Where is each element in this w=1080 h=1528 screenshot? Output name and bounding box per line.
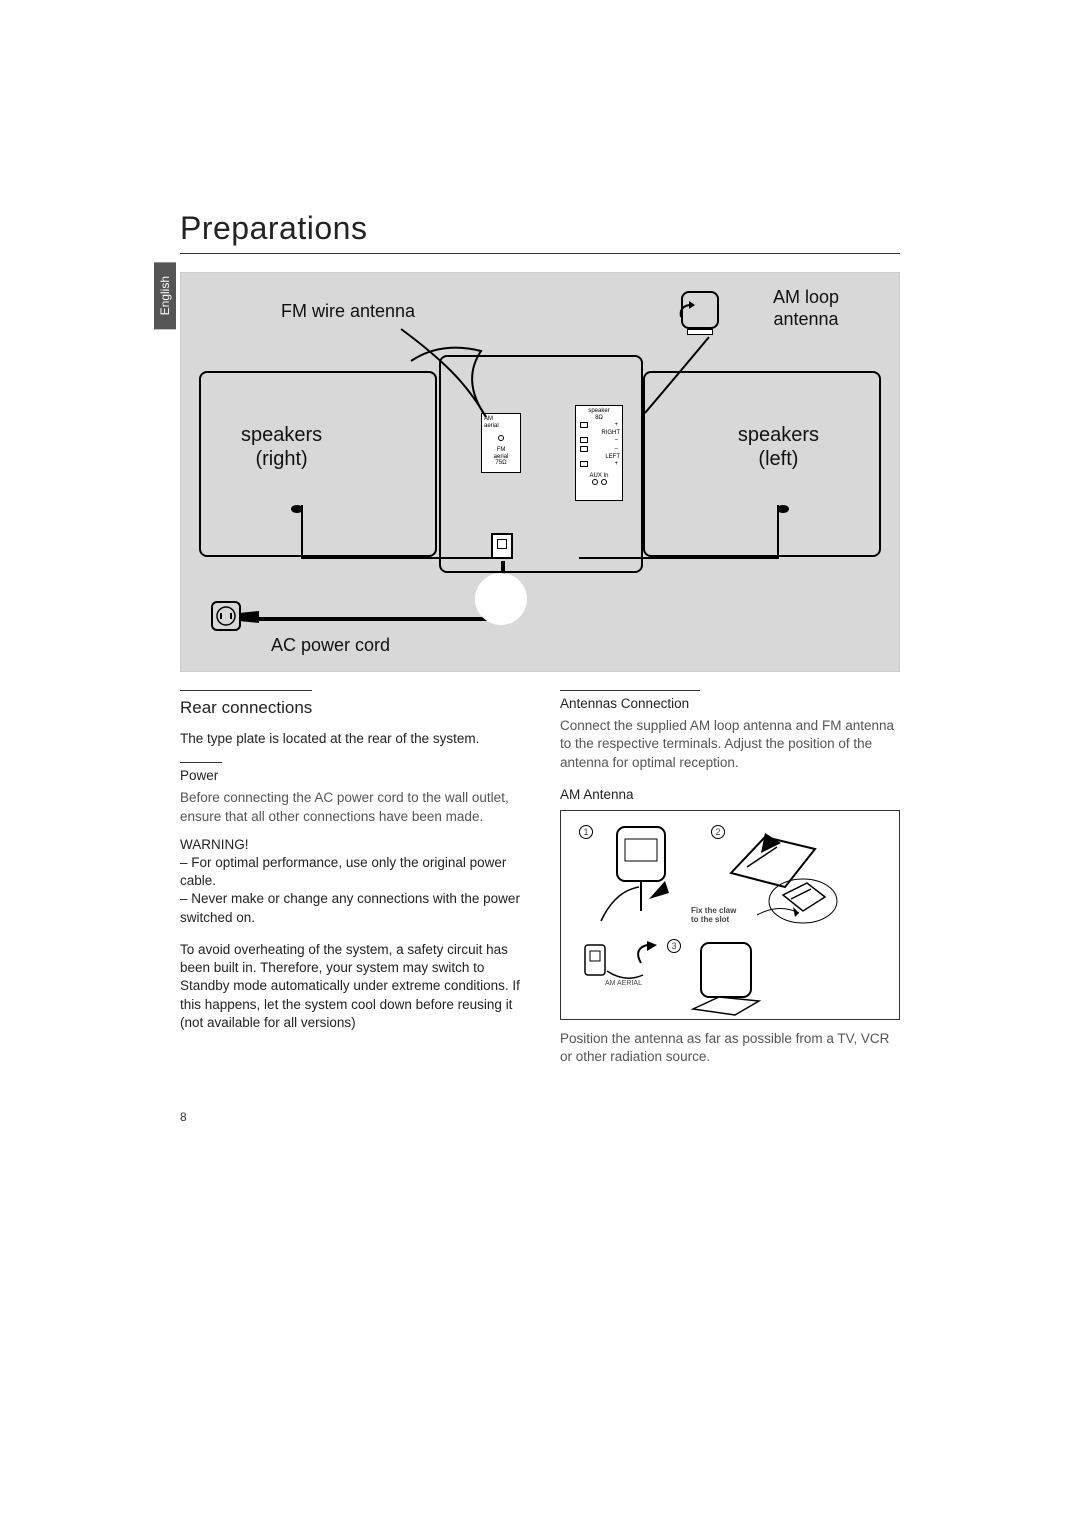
speaker-left-label: speakers (left): [738, 423, 819, 471]
antennas-connection-heading: Antennas Connection: [560, 690, 700, 713]
wire-dot-icon: [291, 505, 303, 513]
step-2-badge: 2: [711, 825, 725, 839]
ac-cord-line: [257, 617, 505, 621]
speaker-header-text: speaker 8Ω: [578, 408, 620, 421]
content-columns: Rear connections The type plate is locat…: [180, 690, 900, 1067]
minus-text: –: [615, 437, 618, 444]
speaker-left-line2: (left): [758, 448, 798, 470]
terminal-icon: [580, 446, 588, 452]
terminal-icon: [580, 437, 588, 443]
am-wire-icon: [639, 333, 739, 423]
speaker-right-line1: speakers: [241, 424, 322, 446]
aux-jack-icon: [592, 479, 598, 485]
rear-panel-left: AM aerial FM aerial 75Ω: [481, 413, 521, 473]
rear-intro-text: The type plate is located at the rear of…: [180, 730, 520, 748]
overheat-text: To avoid overheating of the system, a sa…: [180, 941, 520, 1032]
am-loop-icon: [681, 291, 719, 329]
am-aerial-mini-label: AM AERIAL: [605, 979, 642, 988]
ac-plug-icon: [211, 601, 241, 631]
terminal-icon: [580, 461, 588, 467]
wire-dot-icon: [777, 505, 789, 513]
terminal-icon: [580, 422, 588, 428]
step1-icon: [595, 821, 685, 931]
warning-heading: WARNING!: [180, 836, 520, 854]
plus-text-2: +: [614, 461, 618, 468]
antenna-footer-text: Position the antenna as far as possible …: [560, 1030, 900, 1066]
fix-claw-caption: Fix the claw to the slot: [691, 907, 736, 925]
left-text: LEFT: [578, 454, 620, 461]
antennas-connection-body: Connect the supplied AM loop antenna and…: [560, 717, 900, 772]
wire-line: [777, 505, 779, 559]
wire-line: [301, 557, 501, 559]
left-column: Rear connections The type plate is locat…: [180, 690, 520, 1067]
power-heading: Power: [180, 762, 222, 785]
fm-aerial-text: FM aerial 75Ω: [484, 447, 518, 467]
am-label-line2: antenna: [773, 309, 838, 329]
fm-wire-icon: [391, 321, 511, 421]
wire-line: [301, 505, 303, 559]
speaker-right-label: speakers (right): [241, 423, 322, 471]
ac-highlight-circle: [475, 573, 527, 625]
page-title: Preparations: [180, 210, 900, 254]
aux-text: AUX In: [578, 473, 620, 480]
plug-prong-icon: [239, 611, 269, 627]
speaker-left-line1: speakers: [738, 424, 819, 446]
am-antenna-label: AM loop antenna: [773, 287, 839, 330]
fm-jack-icon: [498, 435, 504, 441]
am-antenna-heading: AM Antenna: [560, 786, 900, 804]
step-1-badge: 1: [579, 825, 593, 839]
minus-text-2: –: [615, 446, 618, 453]
power-body-text: Before connecting the AC power cord to t…: [180, 789, 520, 825]
fm-antenna-label: FM wire antenna: [281, 301, 415, 323]
ac-power-label: AC power cord: [271, 635, 390, 657]
am-antenna-illustration: 1 2 3: [560, 810, 900, 1020]
step3-icon: [581, 935, 701, 1015]
assembled-loop-icon: [685, 939, 775, 1017]
speaker-right-line2: (right): [255, 448, 307, 470]
right-text: RIGHT: [578, 430, 620, 437]
caption-arrow-icon: [755, 905, 805, 925]
aux-jack-icon: [601, 479, 607, 485]
plus-text: +: [614, 422, 618, 429]
am-label-line1: AM loop: [773, 287, 839, 307]
language-tab: English: [154, 262, 176, 329]
rear-connections-heading: Rear connections: [180, 690, 312, 720]
ac-socket-icon: [491, 533, 513, 559]
rear-panel-right: speaker 8Ω + RIGHT – – LEFT + AUX In: [575, 405, 623, 501]
warning-item-2: – Never make or change any connections w…: [180, 890, 520, 926]
right-column: Antennas Connection Connect the supplied…: [560, 690, 900, 1067]
wire-line: [579, 557, 779, 559]
page-number: 8: [180, 1110, 187, 1124]
connection-diagram: FM wire antenna AM loop antenna speakers…: [180, 272, 900, 672]
warning-item-1: – For optimal performance, use only the …: [180, 854, 520, 890]
